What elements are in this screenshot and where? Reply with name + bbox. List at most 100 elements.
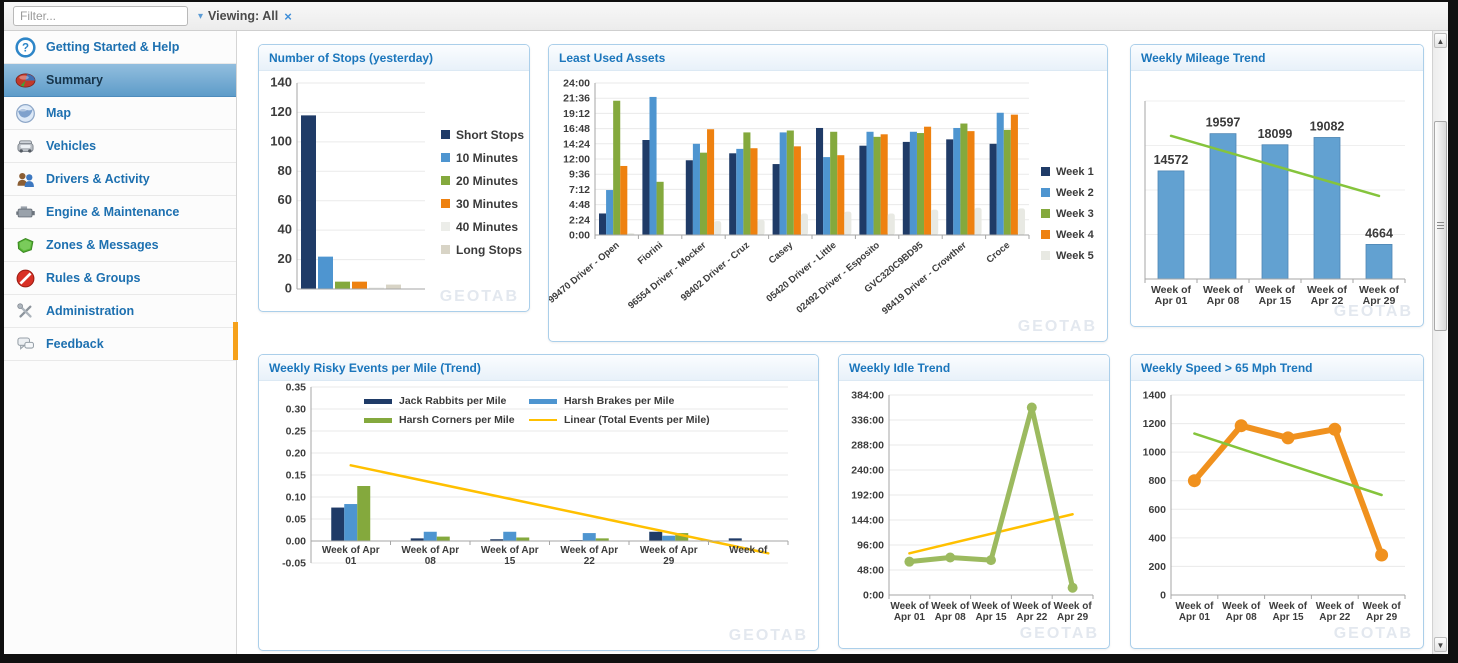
svg-text:0: 0	[1160, 590, 1166, 602]
panel-weekly-idle-trend: Weekly Idle Trend 384:00 336:00 288:00 240:…	[838, 354, 1110, 649]
svg-text:16:48: 16:48	[563, 123, 590, 135]
help-icon: ?	[14, 36, 36, 58]
svg-text:96554 Driver - Mocker: 96554 Driver - Mocker	[626, 240, 709, 312]
legend-item: Harsh Brakes per Mile	[529, 395, 729, 407]
panel-least-used-assets: Least Used Assets 24:00 21:36 19:12 16:48 14…	[548, 44, 1108, 342]
close-icon[interactable]: ×	[284, 8, 292, 24]
svg-text:Week of Apr: Week of Apr	[481, 545, 539, 556]
svg-text:0.15: 0.15	[286, 470, 307, 482]
chart-canvas-idle: 384:00 336:00 288:00 240:00 192:00 144:00 96:0…	[851, 390, 1094, 623]
legend-item: Week 4	[1041, 224, 1094, 245]
svg-text:Apr 29: Apr 29	[1366, 612, 1398, 623]
panel-number-of-stops: Number of Stops (yesterday) 140 120 100 80 6…	[258, 44, 530, 312]
sidebar-item-map[interactable]: Map	[4, 97, 236, 130]
svg-text:15: 15	[504, 556, 516, 567]
geotab-watermark: GEOTAB	[728, 627, 808, 644]
svg-text:144:00: 144:00	[851, 515, 884, 527]
legend-item: Jack Rabbits per Mile	[364, 395, 529, 407]
svg-text:Casey: Casey	[767, 239, 796, 266]
vertical-scrollbar[interactable]: ▲ ▼	[1432, 31, 1447, 654]
svg-text:?: ?	[21, 42, 28, 54]
sidebar-item-vehicles[interactable]: Vehicles	[4, 130, 236, 163]
svg-text:800: 800	[1148, 475, 1166, 487]
sidebar-item-label: Engine & Maintenance	[46, 205, 180, 219]
svg-text:1000: 1000	[1143, 447, 1167, 459]
svg-text:-0.05: -0.05	[282, 558, 306, 570]
legend-item: Week 5	[1041, 245, 1094, 266]
scrollbar-thumb[interactable]	[1434, 121, 1447, 331]
chart-canvas-stops: 140 120 100 80 60 40 20 0	[270, 75, 425, 296]
panel-weekly-mileage-trend: Weekly Mileage Trend 14572 19597 18099 1908…	[1130, 44, 1424, 327]
svg-text:40: 40	[278, 222, 292, 237]
legend-item: Week 2	[1041, 182, 1094, 203]
sidebar-item-help[interactable]: ? Getting Started & Help	[4, 31, 236, 64]
svg-text:Week of: Week of	[972, 601, 1011, 612]
chevron-down-icon[interactable]: ▾	[198, 10, 204, 22]
legend-item: Linear (Total Events per Mile)	[529, 414, 729, 426]
legend-swatch	[441, 153, 450, 162]
legend-label: Week 5	[1056, 249, 1094, 262]
svg-text:Apr 08: Apr 08	[1207, 295, 1240, 307]
svg-text:4664: 4664	[1365, 226, 1393, 240]
svg-text:Apr 29: Apr 29	[1363, 295, 1396, 307]
svg-text:100: 100	[270, 133, 292, 148]
legend-label: 40 Minutes	[456, 219, 519, 234]
panel-title: Weekly Risky Events per Mile (Trend)	[259, 355, 818, 381]
scroll-down-arrow-icon[interactable]: ▼	[1434, 637, 1447, 652]
svg-text:12:00: 12:00	[563, 154, 590, 166]
filter-input[interactable]	[13, 6, 188, 26]
legend-swatch	[441, 176, 450, 185]
svg-text:Apr 01: Apr 01	[894, 612, 926, 623]
sidebar-item-rules[interactable]: Rules & Groups	[4, 262, 236, 295]
sidebar-item-summary[interactable]: Summary	[4, 64, 236, 97]
legend-label: Long Stops	[456, 242, 522, 257]
sidebar-item-label: Administration	[46, 304, 135, 318]
risky-events-legend: Jack Rabbits per Mile Harsh Brakes per Mi…	[364, 395, 729, 426]
sidebar-item-admin[interactable]: Administration	[4, 295, 236, 328]
sidebar-item-drivers[interactable]: Drivers & Activity	[4, 163, 236, 196]
svg-text:Week of: Week of	[1151, 284, 1192, 296]
svg-text:7:12: 7:12	[569, 184, 590, 196]
svg-text:19:12: 19:12	[563, 108, 590, 120]
legend-label: Linear (Total Events per Mile)	[564, 414, 710, 426]
sidebar-item-zones[interactable]: Zones & Messages	[4, 229, 236, 262]
admin-icon	[14, 300, 36, 322]
svg-text:Week of: Week of	[1307, 284, 1348, 296]
legend-item: 40 Minutes	[441, 215, 524, 238]
legend-item: Week 3	[1041, 203, 1094, 224]
legend-label: Harsh Corners per Mile	[399, 414, 515, 426]
svg-text:0.10: 0.10	[286, 492, 307, 504]
sidebar-item-label: Getting Started & Help	[46, 40, 180, 54]
svg-text:Week of: Week of	[890, 601, 929, 612]
svg-text:0.20: 0.20	[286, 448, 307, 460]
legend-label: Week 3	[1056, 207, 1094, 220]
legend-swatch	[1041, 230, 1050, 239]
svg-text:600: 600	[1148, 504, 1166, 516]
svg-text:120: 120	[270, 104, 292, 119]
svg-text:01: 01	[345, 556, 357, 567]
svg-text:19597: 19597	[1206, 116, 1241, 130]
app-window: ▾ Viewing: All × ? Getting Started & Help…	[4, 2, 1448, 654]
svg-text:60: 60	[278, 192, 292, 207]
sidebar-orange-indicator	[233, 322, 240, 360]
legend-label: Short Stops	[456, 127, 524, 142]
svg-text:2:24: 2:24	[569, 214, 590, 226]
sidebar-item-engine[interactable]: Engine & Maintenance	[4, 196, 236, 229]
sidebar-item-feedback[interactable]: Feedback	[4, 328, 236, 361]
legend-swatch	[529, 419, 557, 421]
sidebar-item-label: Feedback	[46, 337, 104, 351]
sidebar-item-label: Vehicles	[46, 139, 97, 153]
legend-item: Short Stops	[441, 123, 524, 146]
scroll-up-arrow-icon[interactable]: ▲	[1434, 33, 1447, 48]
svg-text:Week of: Week of	[1363, 601, 1402, 612]
legend-swatch	[441, 245, 450, 254]
svg-text:Croce: Croce	[985, 240, 1013, 266]
svg-text:Week of: Week of	[931, 601, 970, 612]
legend-swatch	[364, 398, 392, 404]
panel-body: 384:00 336:00 288:00 240:00 192:00 144:00 96:0…	[839, 381, 1109, 648]
svg-text:96:00: 96:00	[857, 540, 884, 552]
viewing-filter-label[interactable]: Viewing: All	[208, 9, 279, 23]
legend-item: 30 Minutes	[441, 192, 524, 215]
sidebar-item-label: Map	[46, 106, 71, 120]
